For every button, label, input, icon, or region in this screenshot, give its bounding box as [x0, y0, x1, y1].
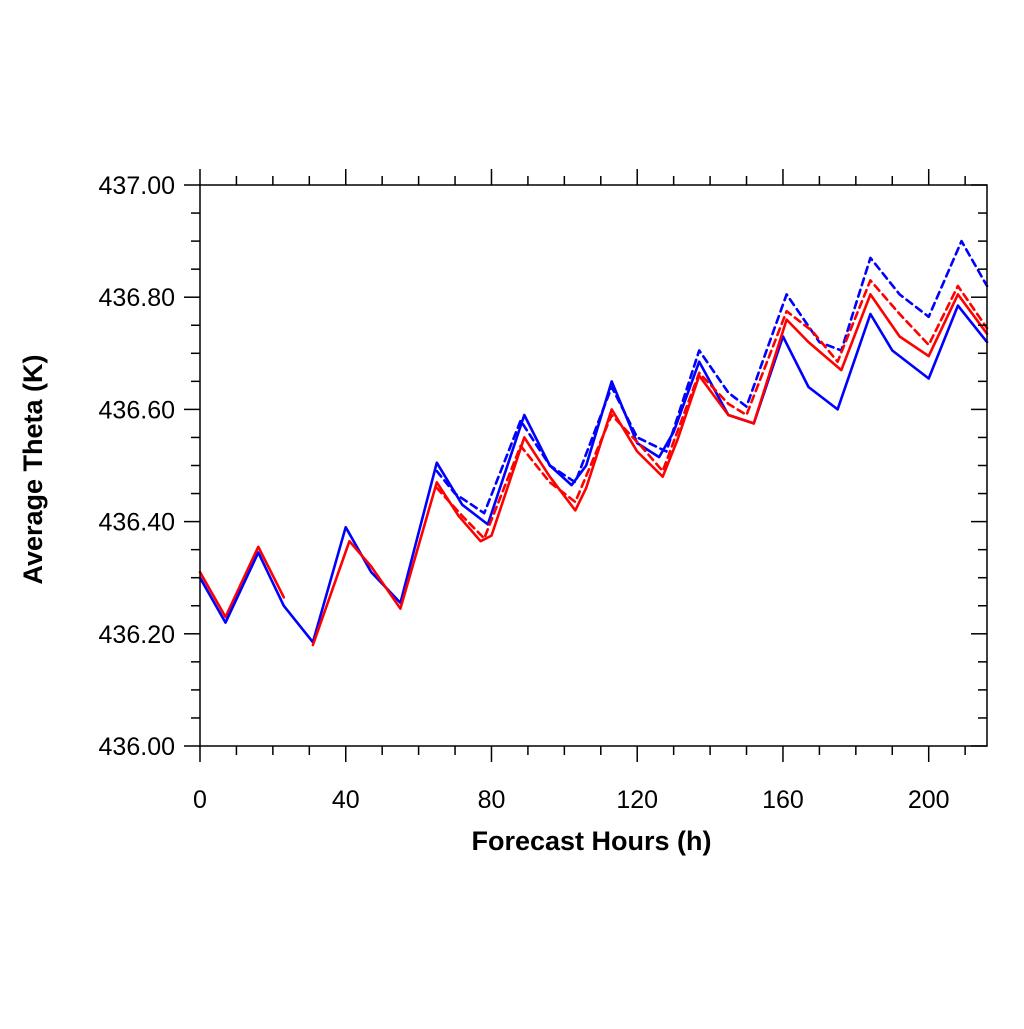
y-tick-label: 436.60 [99, 396, 175, 424]
series-line-3 [435, 239, 989, 515]
x-tick-label: 120 [616, 786, 658, 814]
series-line-0 [198, 545, 286, 619]
x-tick-label: 40 [332, 786, 360, 814]
y-axis-title: Average Theta (K) [18, 354, 48, 584]
x-tick-label: 160 [762, 786, 804, 814]
x-axis-title: Forecast Hours (h) [471, 826, 711, 856]
x-tick-label: 80 [478, 786, 506, 814]
y-tick-label: 436.20 [99, 621, 175, 649]
series-line-2 [311, 293, 989, 647]
x-tick-label: 200 [908, 786, 950, 814]
y-tick-label: 437.00 [99, 172, 175, 200]
x-tick-label: 0 [193, 786, 207, 814]
series-line-4 [435, 279, 989, 540]
y-tick-label: 436.40 [99, 509, 175, 537]
y-tick-label: 436.80 [99, 284, 175, 312]
series-line-1 [198, 304, 989, 644]
y-tick-label: 436.00 [99, 733, 175, 761]
